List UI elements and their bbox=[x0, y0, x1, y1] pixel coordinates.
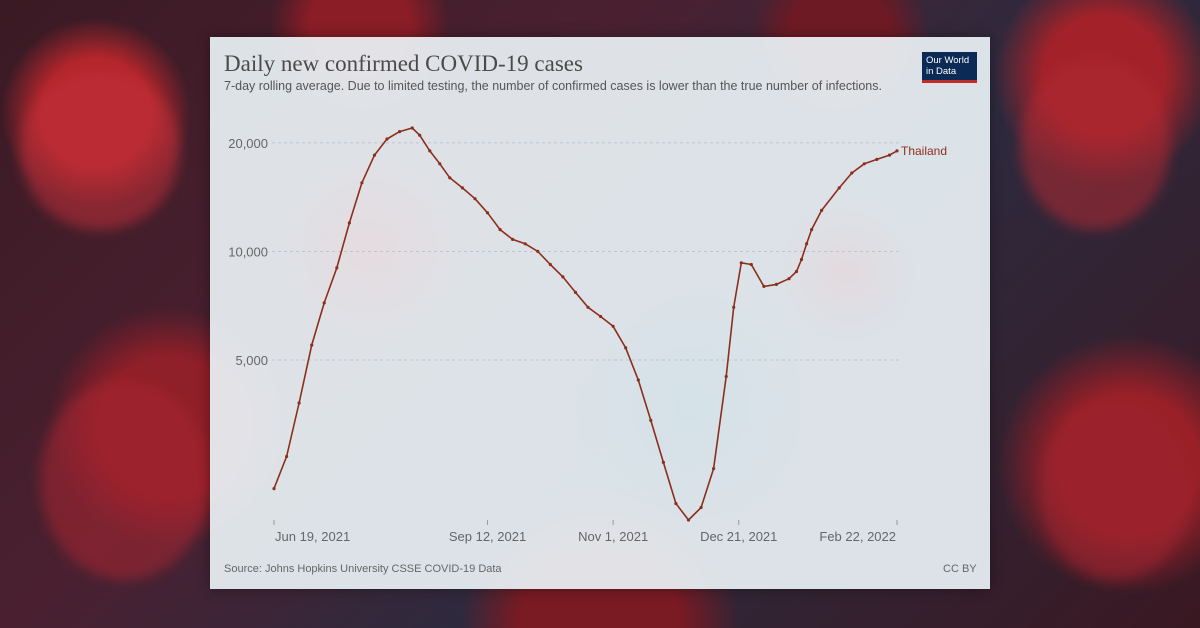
logo-line-2: in Data bbox=[926, 66, 957, 77]
data-point bbox=[649, 418, 653, 422]
data-point bbox=[799, 257, 804, 262]
data-point bbox=[498, 228, 502, 232]
data-point bbox=[875, 157, 879, 161]
data-point bbox=[523, 242, 527, 246]
logo-line-1: Our World bbox=[926, 55, 970, 66]
data-point bbox=[674, 501, 678, 506]
background-virus-blob bbox=[20, 70, 180, 230]
x-tick-label: Sep 12, 2021 bbox=[449, 529, 526, 544]
data-point bbox=[887, 153, 892, 157]
data-point bbox=[774, 282, 779, 286]
x-tick-label: Dec 21, 2021 bbox=[700, 529, 777, 544]
series-label: Thailand bbox=[901, 144, 947, 158]
data-point bbox=[749, 262, 753, 267]
source-note[interactable]: Source: Johns Hopkins University CSSE CO… bbox=[224, 563, 502, 575]
panel-background-decor bbox=[540, 287, 840, 527]
panel-background-decor bbox=[270, 147, 470, 347]
data-point bbox=[428, 149, 432, 153]
data-point bbox=[787, 277, 791, 281]
data-point bbox=[805, 242, 809, 246]
data-point bbox=[561, 275, 565, 279]
data-point bbox=[438, 162, 442, 166]
data-point bbox=[310, 343, 314, 347]
chart-subtitle: 7-day rolling average. Due to limited te… bbox=[224, 79, 882, 93]
data-point bbox=[360, 181, 364, 185]
y-tick-label: 5,000 bbox=[235, 353, 268, 368]
data-point bbox=[624, 346, 628, 350]
data-point bbox=[762, 284, 766, 288]
data-point bbox=[850, 171, 854, 175]
series-line-thailand bbox=[273, 127, 898, 521]
data-point bbox=[611, 324, 615, 328]
data-point bbox=[636, 378, 640, 382]
data-point bbox=[335, 266, 339, 270]
data-point bbox=[573, 290, 578, 294]
data-point bbox=[448, 176, 452, 180]
license-note[interactable]: CC BY bbox=[943, 563, 977, 575]
background-virus-blob bbox=[1040, 400, 1190, 580]
data-point bbox=[586, 305, 590, 309]
data-point bbox=[272, 487, 276, 491]
data-point bbox=[385, 137, 389, 141]
data-point bbox=[820, 208, 824, 212]
background-virus-blob bbox=[40, 380, 210, 580]
data-point bbox=[862, 162, 866, 166]
owid-logo[interactable]: Our World in Data bbox=[922, 52, 977, 83]
data-point bbox=[536, 249, 540, 253]
data-point bbox=[347, 221, 351, 225]
background-virus-blob bbox=[1020, 60, 1170, 230]
data-point bbox=[810, 228, 814, 232]
data-point bbox=[732, 305, 736, 309]
data-point bbox=[410, 126, 414, 130]
data-point bbox=[699, 505, 703, 510]
y-tick-label: 20,000 bbox=[228, 136, 268, 151]
data-point bbox=[661, 460, 665, 464]
data-point bbox=[285, 454, 289, 459]
data-point bbox=[837, 186, 841, 190]
data-point bbox=[485, 211, 490, 215]
data-point bbox=[511, 237, 515, 241]
data-point bbox=[724, 374, 728, 379]
data-point bbox=[739, 261, 743, 265]
x-tick-label: Jun 19, 2021 bbox=[275, 529, 350, 544]
chart-panel: Daily new confirmed COVID-19 cases 7-day… bbox=[210, 37, 990, 589]
data-point bbox=[548, 262, 552, 267]
data-point bbox=[895, 149, 899, 153]
data-point bbox=[794, 269, 799, 274]
data-point bbox=[322, 301, 326, 305]
data-point bbox=[297, 401, 301, 405]
data-point bbox=[712, 467, 716, 471]
data-point bbox=[418, 133, 422, 137]
x-tick-label: Nov 1, 2021 bbox=[578, 529, 648, 544]
data-point bbox=[599, 314, 603, 319]
line-chart: 5,000 10,000 20,000 Jun 19, 2021 Sep 12, 202… bbox=[228, 126, 947, 544]
data-point bbox=[460, 186, 464, 190]
data-point bbox=[686, 518, 691, 522]
data-point bbox=[473, 197, 477, 201]
data-point bbox=[372, 153, 377, 157]
chart-title: Daily new confirmed COVID-19 cases bbox=[224, 51, 583, 76]
y-tick-label: 10,000 bbox=[228, 244, 268, 259]
data-point bbox=[398, 130, 402, 134]
x-tick-label: Feb 22, 2022 bbox=[819, 529, 896, 544]
